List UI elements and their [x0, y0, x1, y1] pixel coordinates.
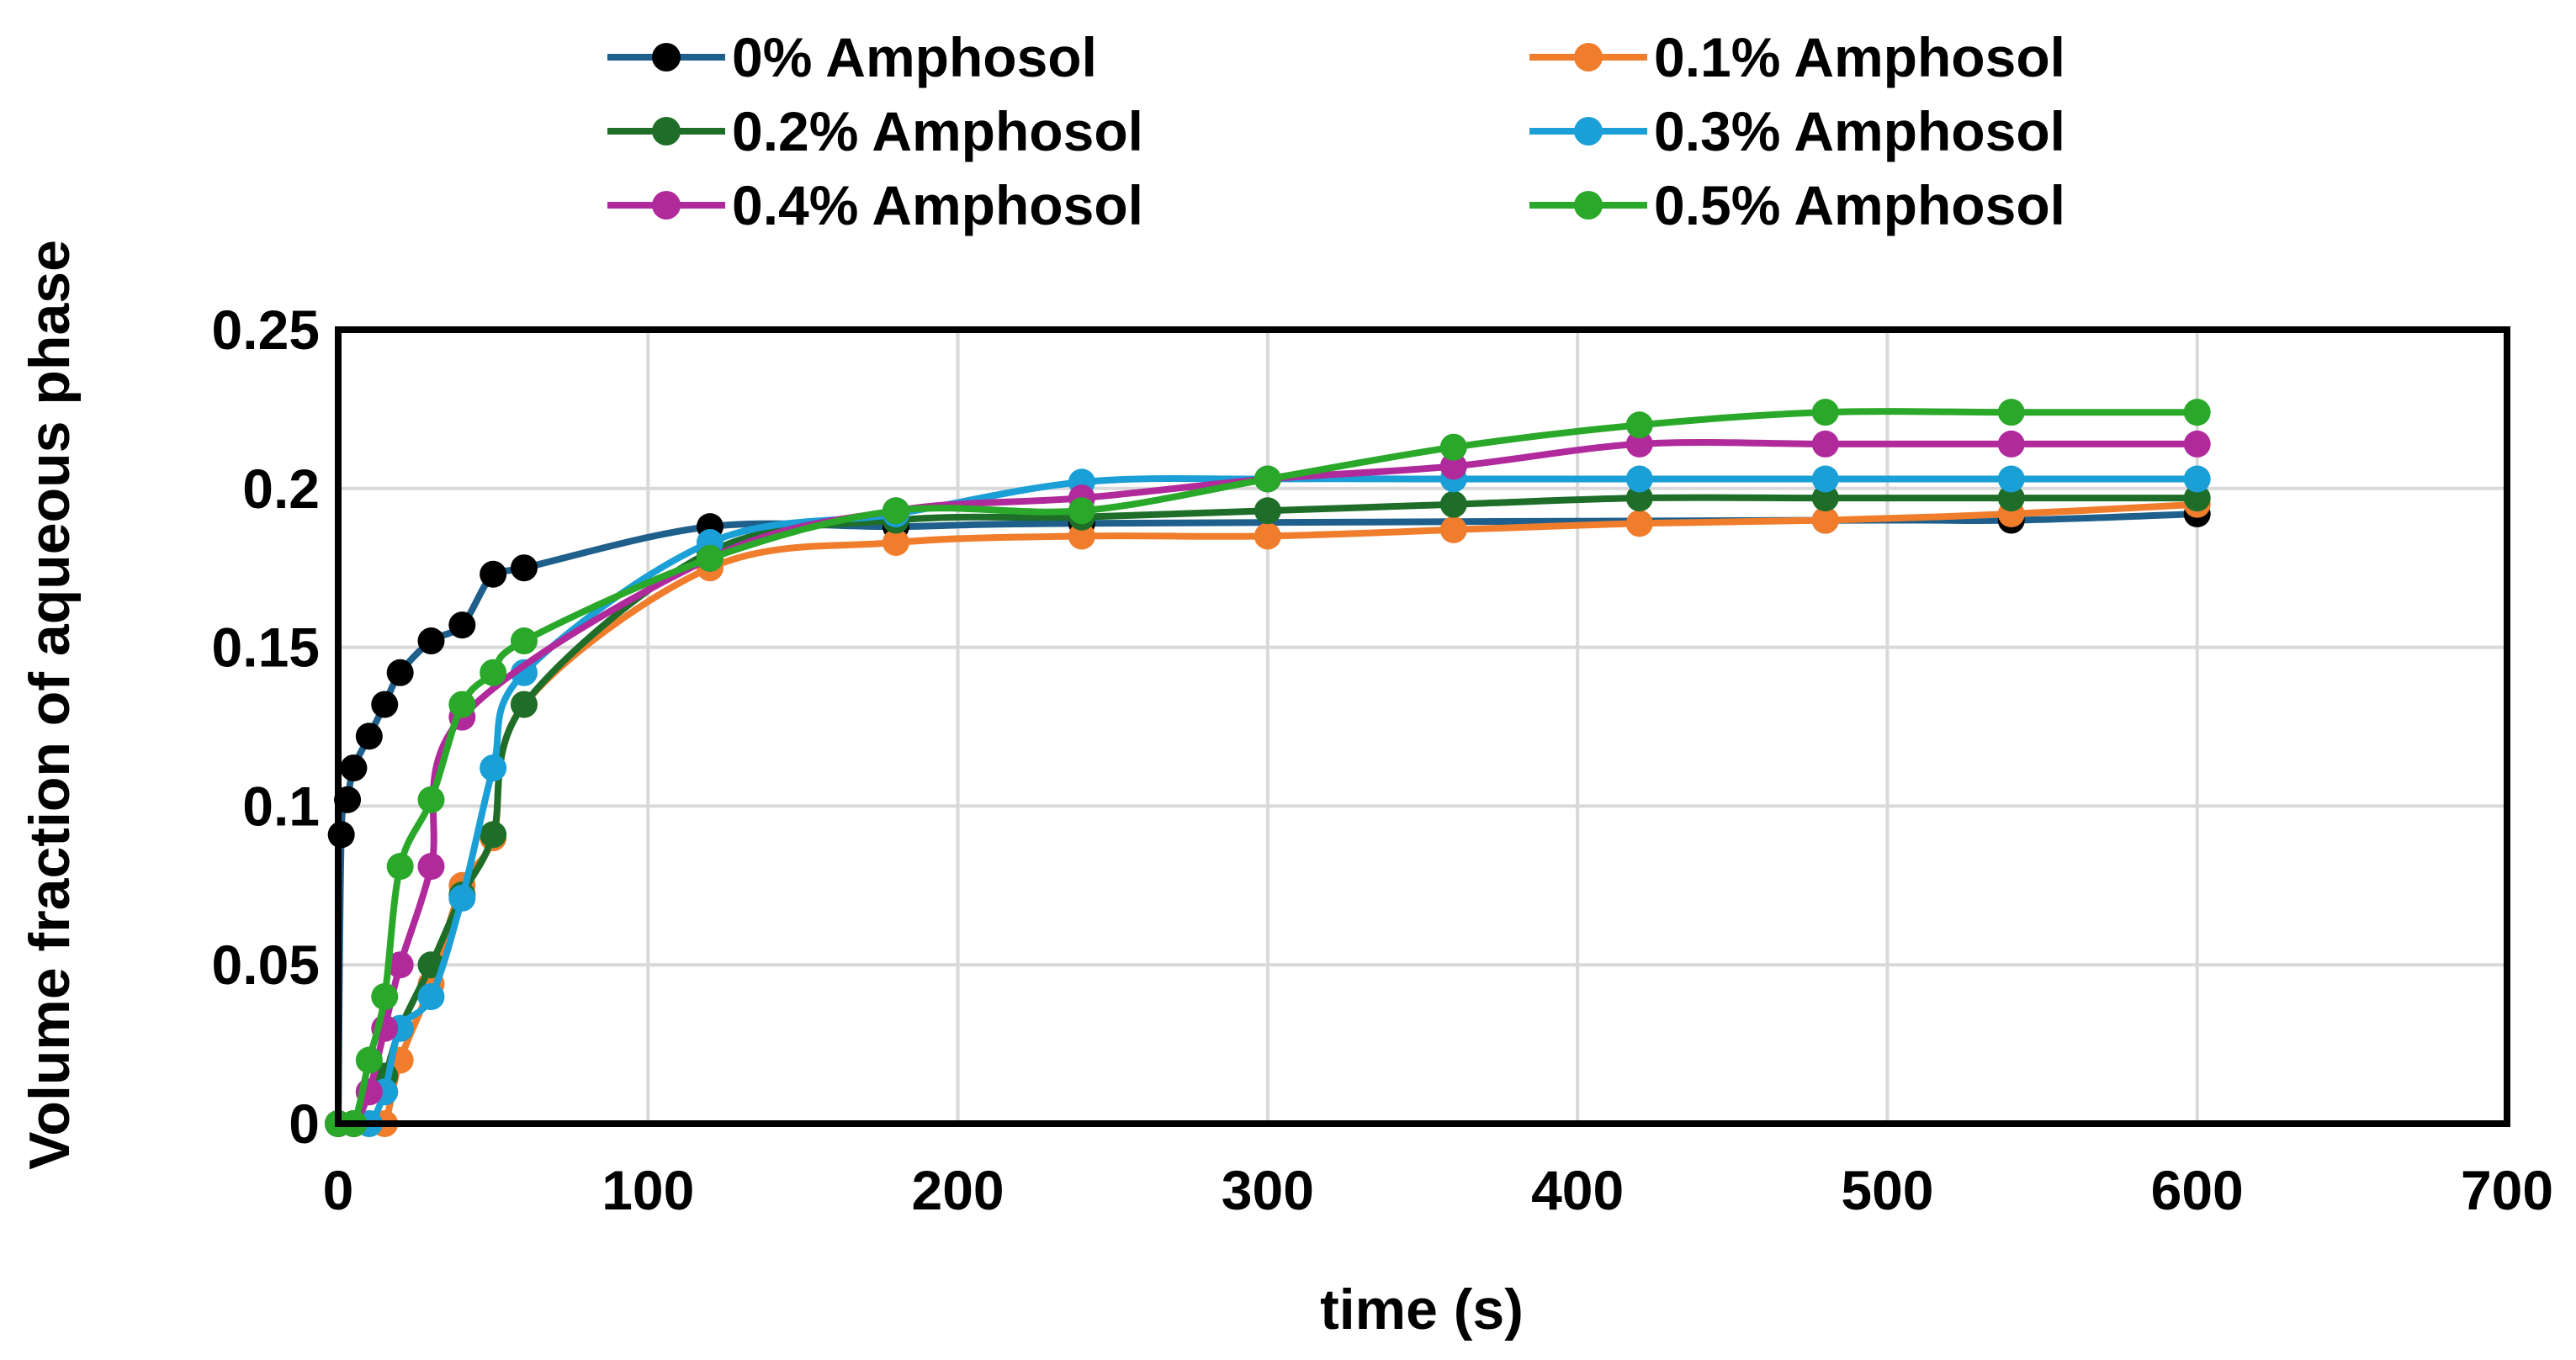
data-point: [386, 659, 414, 686]
data-point: [1625, 510, 1653, 537]
data-point: [510, 659, 538, 686]
x-tick-label: 500: [1841, 1159, 1933, 1221]
data-point: [2183, 399, 2211, 426]
data-point: [2183, 430, 2211, 458]
plot-frame: [335, 326, 2510, 1127]
y-tick-label: 0.05: [212, 934, 320, 996]
legend-marker: [1574, 117, 1603, 146]
data-point: [1811, 430, 1839, 458]
data-point: [480, 821, 507, 849]
data-point: [510, 627, 538, 655]
series-line: [337, 408, 2197, 1132]
data-point: [2183, 484, 2211, 512]
data-point: [417, 853, 445, 881]
data-point: [1439, 516, 1467, 543]
x-tick-label: 100: [602, 1159, 694, 1221]
legend-marker: [652, 117, 681, 146]
x-tick-labels: 0 100 200 300 400 500 600 700: [323, 1159, 2553, 1221]
data-point: [448, 611, 476, 639]
data-point: [510, 691, 538, 718]
data-point: [417, 982, 445, 1010]
data-point: [1254, 465, 1281, 493]
data-point: [2183, 465, 2211, 493]
data-point: [355, 1046, 383, 1074]
data-point: [480, 659, 507, 686]
data-point: [882, 528, 909, 556]
data-point: [480, 754, 507, 782]
data-point: [340, 754, 368, 782]
legend-item: 0% Amphosol: [607, 26, 1097, 88]
x-tick-label: 0: [323, 1159, 354, 1221]
x-tick-label: 600: [2151, 1159, 2244, 1221]
data-point: [1997, 430, 2025, 458]
data-point: [386, 951, 414, 979]
x-tick-label: 300: [1222, 1159, 1314, 1221]
data-point: [696, 544, 724, 572]
data-point: [1997, 484, 2025, 512]
data-point: [1068, 522, 1095, 550]
data-point: [448, 691, 476, 718]
data-point: [1997, 465, 2025, 493]
data-point: [417, 786, 445, 813]
data-point: [448, 884, 476, 912]
data-point: [371, 691, 399, 718]
data-point: [1811, 465, 1839, 493]
legend-label: 0.2% Amphosol: [732, 100, 1143, 162]
data-point: [1811, 399, 1839, 426]
legend-item: 0.4% Amphosol: [607, 174, 1143, 236]
legend-label: 0.4% Amphosol: [732, 174, 1143, 236]
y-tick-label: 0.1: [242, 775, 320, 837]
data-point: [1997, 399, 2025, 426]
data-point: [480, 560, 507, 588]
data-point: [1625, 484, 1653, 512]
data-point: [1811, 506, 1839, 534]
legend: 0% Amphosol 0.1% Amphosol 0.2% Amphosol 0.3…: [607, 26, 2065, 236]
legend-marker: [652, 43, 681, 71]
legend-label: 0% Amphosol: [732, 26, 1097, 88]
data-point: [1439, 433, 1467, 461]
data-point: [1439, 490, 1467, 518]
y-tick-label: 0.2: [242, 458, 320, 520]
legend-item: 0.3% Amphosol: [1529, 100, 2065, 162]
data-point: [1254, 522, 1281, 550]
y-tick-label: 0.25: [212, 299, 320, 361]
legend-label: 0.1% Amphosol: [1654, 26, 2065, 88]
legend-label: 0.5% Amphosol: [1654, 174, 2065, 236]
data-point: [1068, 497, 1095, 525]
series-layer: [325, 399, 2211, 1137]
data-point: [1625, 430, 1653, 458]
legend-item: 0.2% Amphosol: [607, 100, 1143, 162]
data-point: [386, 853, 414, 881]
y-tick-label: 0: [289, 1093, 320, 1155]
data-point: [510, 554, 538, 582]
legend-marker: [1574, 43, 1603, 71]
data-point: [1811, 484, 1839, 512]
series-0-5-amphosol: [325, 399, 2211, 1137]
data-point: [417, 627, 445, 655]
data-point: [1439, 452, 1467, 480]
y-tick-label: 0.15: [212, 616, 320, 679]
y-axis-title: Volume fraction of aqueous phase: [18, 240, 82, 1170]
legend-item: 0.1% Amphosol: [1529, 26, 2065, 88]
x-tick-label: 200: [912, 1159, 1004, 1221]
data-point: [355, 722, 383, 750]
x-tick-label: 400: [1531, 1159, 1624, 1221]
data-point: [1625, 411, 1653, 439]
x-axis-title: time (s): [1320, 1278, 1524, 1341]
x-tick-label: 700: [2461, 1159, 2553, 1221]
legend-label: 0.3% Amphosol: [1654, 100, 2065, 162]
legend-marker: [652, 191, 681, 220]
legend-item: 0.5% Amphosol: [1529, 174, 2065, 236]
y-tick-labels: 0 0.05 0.1 0.15 0.2 0.25: [212, 299, 320, 1155]
legend-marker: [1574, 191, 1603, 220]
data-point: [882, 497, 909, 525]
data-point: [1254, 497, 1281, 525]
data-point: [371, 982, 399, 1010]
data-point: [1625, 465, 1653, 493]
